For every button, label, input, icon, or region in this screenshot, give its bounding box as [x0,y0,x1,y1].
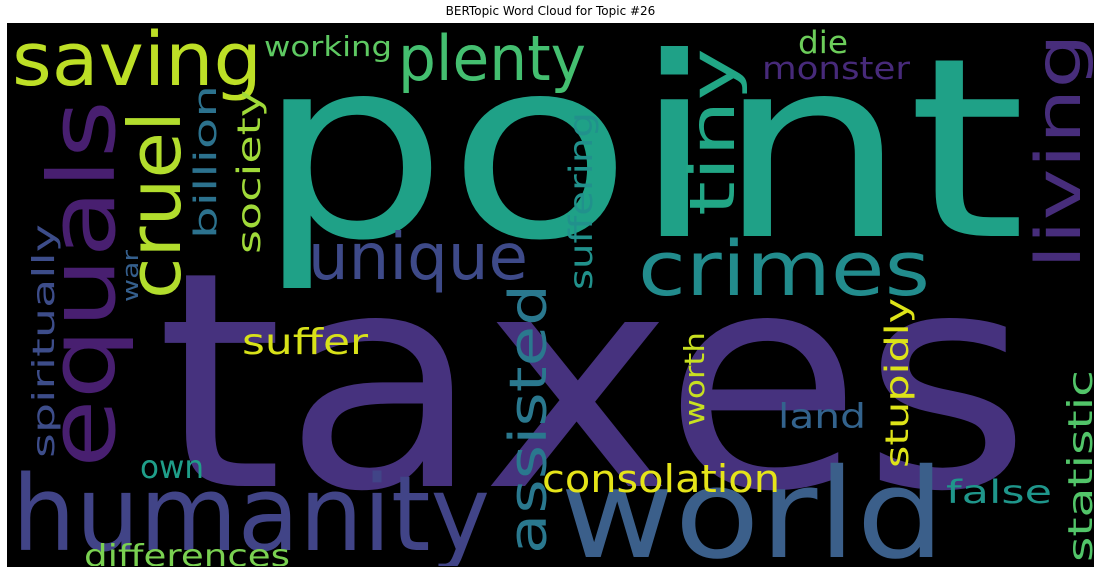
word-equals: equals [29,100,136,468]
word-differences: differences [84,539,290,566]
word-humanity: humanity [12,453,490,566]
word-assisted: assisted [499,284,559,554]
word-world: world [560,443,945,566]
word-unique: unique [308,221,528,295]
word-cloud: taxes point world humanity saving plenty… [7,23,1094,567]
word-saving: saving [12,24,262,103]
word-taxes: taxes [156,208,1031,557]
chart-title: BERTopic Word Cloud for Topic #26 [445,4,656,18]
word-consolation: consolation [542,457,780,501]
word-statistic: statistic [1061,370,1093,562]
word-suffer: suffer [242,322,368,363]
word-crimes: crimes [638,224,930,313]
word-cloud-canvas: taxes point world humanity saving plenty… [8,24,1093,566]
word-tiny: tiny [676,48,749,216]
word-false: false [946,473,1052,511]
word-land: land [778,397,866,437]
word-suffering: suffering [562,112,600,290]
word-cruel: cruel [113,111,197,299]
word-war: war [119,249,144,302]
word-cloud-background [8,24,1093,566]
word-stupidly: stupidly [878,298,916,468]
word-point: point [256,24,1026,295]
word-monster: monster [762,51,910,87]
word-die: die [798,25,848,61]
word-working: working [264,30,392,63]
word-worth: worth [678,332,711,426]
word-spiritually: spiritually [27,224,62,458]
word-own: own [140,448,204,486]
word-society: society [230,90,268,254]
word-billion: billion [188,85,224,239]
word-plenty: plenty [398,24,586,95]
word-living: living [1022,33,1093,269]
